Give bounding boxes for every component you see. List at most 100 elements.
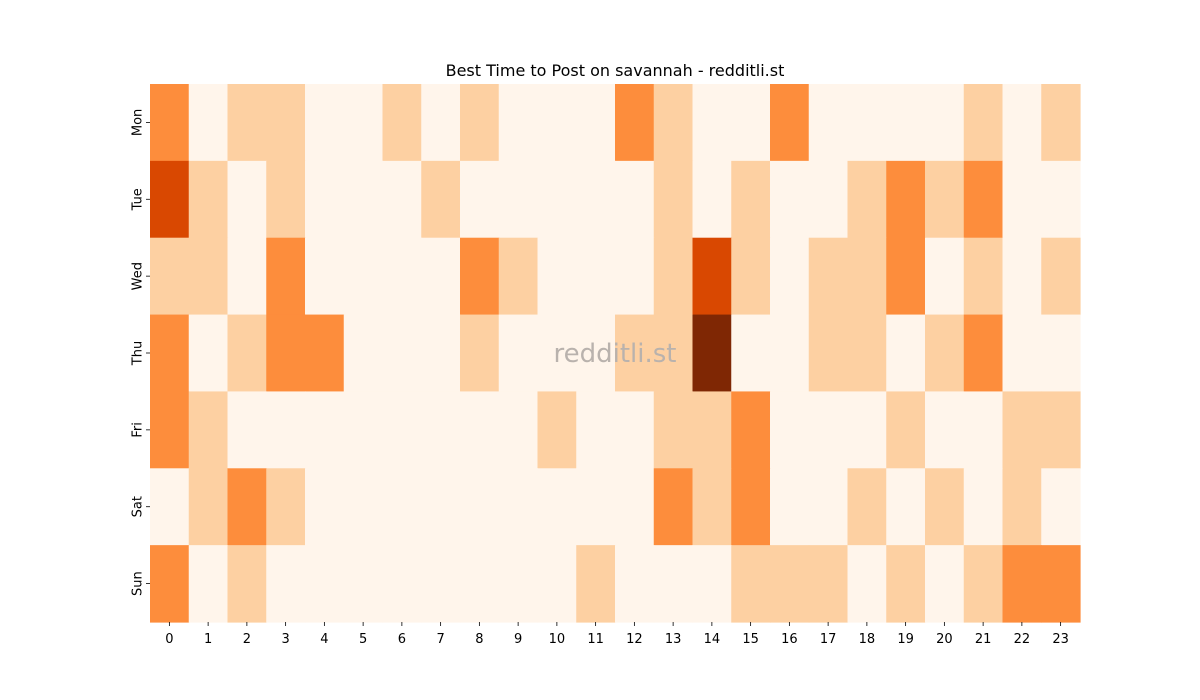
heatmap-cell-fri-19 <box>886 391 926 469</box>
heatmap-cell-fri-14 <box>692 391 732 469</box>
heatmap-cell-sun-3 <box>266 545 306 623</box>
heatmap-cell-tue-0 <box>150 160 190 239</box>
heatmap-cell-sun-16 <box>770 545 810 623</box>
heatmap-cell-fri-0 <box>150 391 190 469</box>
heatmap-cell-wed-15 <box>731 237 771 316</box>
heatmap-cell-wed-13 <box>653 237 694 316</box>
heatmap-cell-thu-15 <box>731 314 771 393</box>
heatmap-cell-tue-21 <box>963 160 1004 239</box>
x-tick-label: 7 <box>436 632 444 647</box>
heatmap-cell-fri-12 <box>615 391 655 469</box>
x-tick-label: 19 <box>897 632 914 647</box>
heatmap-cell-sun-22 <box>1002 545 1042 623</box>
heatmap-cell-sat-17 <box>808 468 849 546</box>
heatmap-cell-wed-22 <box>1002 237 1042 316</box>
heatmap-cell-thu-0 <box>150 314 190 393</box>
heatmap-cell-sat-21 <box>963 468 1004 546</box>
heatmap-cell-wed-14 <box>692 237 732 316</box>
heatmap-cell-mon-19 <box>886 84 926 162</box>
x-tick-label: 16 <box>781 632 798 647</box>
heatmap-cell-mon-20 <box>925 84 965 162</box>
heatmap-cell-thu-18 <box>847 314 887 393</box>
x-tick-label: 14 <box>704 632 721 647</box>
heatmap-cell-wed-3 <box>266 237 306 316</box>
y-tick-label: Thu <box>131 341 146 366</box>
heatmap-cell-sat-12 <box>615 468 655 546</box>
heatmap-cell-thu-23 <box>1041 314 1081 393</box>
heatmap-cell-fri-18 <box>847 391 887 469</box>
heatmap-cell-thu-2 <box>227 314 267 393</box>
heatmap-cell-mon-7 <box>421 84 461 162</box>
heatmap-cell-fri-20 <box>925 391 965 469</box>
heatmap-cell-mon-12 <box>615 84 655 162</box>
heatmap-cell-fri-1 <box>188 391 229 469</box>
heatmap-cell-fri-13 <box>653 391 694 469</box>
heatmap-cell-mon-14 <box>692 84 732 162</box>
heatmap-cell-thu-19 <box>886 314 926 393</box>
heatmap-cells <box>150 84 1081 623</box>
x-tick-label: 21 <box>975 632 992 647</box>
heatmap-cell-wed-9 <box>498 237 539 316</box>
heatmap-cell-wed-10 <box>537 237 577 316</box>
heatmap-cell-thu-22 <box>1002 314 1042 393</box>
heatmap-cell-sun-4 <box>305 545 345 623</box>
heatmap-cell-sat-3 <box>266 468 306 546</box>
y-tick-label: Sat <box>131 496 146 517</box>
heatmap-cell-tue-15 <box>731 160 771 239</box>
heatmap-cell-sat-1 <box>188 468 229 546</box>
heatmap-cell-tue-20 <box>925 160 965 239</box>
heatmap-cell-mon-23 <box>1041 84 1081 162</box>
heatmap-cell-tue-3 <box>266 160 306 239</box>
x-tick-label: 15 <box>742 632 759 647</box>
heatmap-cell-wed-18 <box>847 237 887 316</box>
heatmap-cell-fri-2 <box>227 391 267 469</box>
heatmap-cell-tue-2 <box>227 160 267 239</box>
heatmap-cell-sat-19 <box>886 468 926 546</box>
heatmap-cell-tue-13 <box>653 160 694 239</box>
heatmap-cell-sat-18 <box>847 468 887 546</box>
x-tick-label: 13 <box>665 632 682 647</box>
x-tick-label: 10 <box>549 632 566 647</box>
heatmap-cell-sun-1 <box>188 545 229 623</box>
y-axis: Mon Tue Wed Thu Fri Sat Sun <box>131 109 150 596</box>
heatmap-cell-thu-14 <box>692 314 732 393</box>
heatmap-cell-mon-22 <box>1002 84 1042 162</box>
heatmap-cell-sat-10 <box>537 468 577 546</box>
heatmap-cell-wed-6 <box>382 237 422 316</box>
heatmap-cell-tue-18 <box>847 160 887 239</box>
y-tick-label: Mon <box>131 109 146 136</box>
heatmap-cell-sun-14 <box>692 545 732 623</box>
chart-title: Best Time to Post on savannah - redditli… <box>446 61 785 80</box>
heatmap-cell-thu-21 <box>963 314 1004 393</box>
heatmap-cell-mon-8 <box>460 84 500 162</box>
heatmap-cell-fri-21 <box>963 391 1004 469</box>
heatmap-cell-wed-23 <box>1041 237 1081 316</box>
heatmap-cell-sun-2 <box>227 545 267 623</box>
x-tick-label: 6 <box>398 632 406 647</box>
x-tick-label: 20 <box>936 632 953 647</box>
x-tick-label: 17 <box>820 632 837 647</box>
heatmap-cell-tue-11 <box>576 160 616 239</box>
heatmap-cell-wed-12 <box>615 237 655 316</box>
heatmap-cell-tue-4 <box>305 160 345 239</box>
heatmap-cell-sun-11 <box>576 545 616 623</box>
heatmap-cell-sun-15 <box>731 545 771 623</box>
heatmap-cell-wed-11 <box>576 237 616 316</box>
heatmap-cell-thu-10 <box>537 314 577 393</box>
heatmap-cell-sun-5 <box>343 545 384 623</box>
heatmap-cell-tue-16 <box>770 160 810 239</box>
heatmap-cell-thu-11 <box>576 314 616 393</box>
heatmap-cell-mon-5 <box>343 84 384 162</box>
heatmap-cell-mon-11 <box>576 84 616 162</box>
heatmap-cell-tue-22 <box>1002 160 1042 239</box>
heatmap-cell-wed-20 <box>925 237 965 316</box>
heatmap-cell-mon-0 <box>150 84 190 162</box>
heatmap-cell-sun-20 <box>925 545 965 623</box>
heatmap-cell-fri-9 <box>498 391 539 469</box>
heatmap-cell-sat-22 <box>1002 468 1042 546</box>
heatmap-cell-thu-9 <box>498 314 539 393</box>
y-tick-label: Tue <box>131 188 146 211</box>
y-tick-label: Sun <box>131 571 146 596</box>
heatmap-cell-sat-15 <box>731 468 771 546</box>
heatmap-cell-sun-17 <box>808 545 849 623</box>
